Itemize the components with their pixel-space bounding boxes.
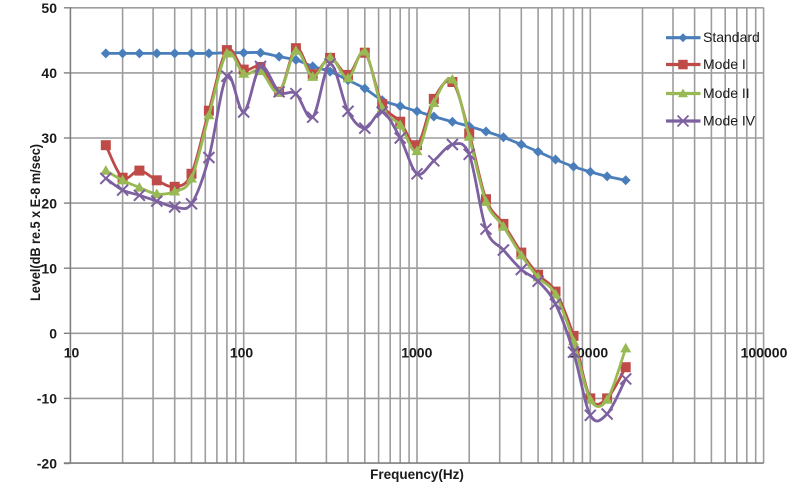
svg-text:Standard: Standard: [703, 29, 760, 45]
svg-text:Frequency(Hz): Frequency(Hz): [370, 467, 464, 482]
svg-text:100: 100: [230, 345, 254, 361]
svg-text:Level(dB re.5 x E-8 m/sec): Level(dB re.5 x E-8 m/sec): [28, 144, 43, 301]
svg-text:20: 20: [41, 195, 57, 211]
svg-text:Mode II: Mode II: [703, 85, 750, 101]
svg-text:40: 40: [41, 65, 57, 81]
svg-text:30: 30: [41, 130, 57, 146]
svg-text:0: 0: [49, 326, 57, 342]
svg-text:100000: 100000: [741, 345, 788, 361]
svg-text:Mode IV: Mode IV: [703, 113, 756, 129]
svg-text:50: 50: [41, 0, 57, 16]
svg-text:Mode I: Mode I: [703, 56, 746, 72]
svg-text:1000: 1000: [401, 345, 432, 361]
svg-text:-20: -20: [37, 456, 57, 472]
svg-text:-10: -10: [37, 391, 57, 407]
svg-text:10: 10: [41, 260, 57, 276]
svg-text:10: 10: [64, 345, 80, 361]
